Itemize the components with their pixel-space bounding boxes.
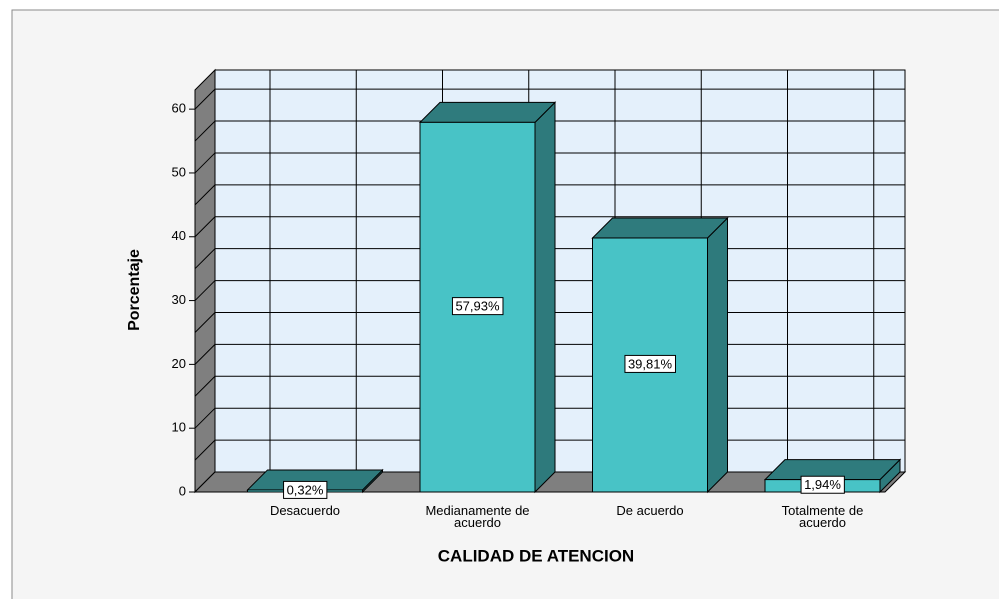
x-tick-label-box: Totalmente de acuerdo	[781, 505, 864, 530]
y-tick-label: 20	[172, 356, 186, 371]
x-tick-label-box: Medianamente de acuerdo	[425, 505, 530, 530]
grid-line-side	[194, 280, 216, 301]
value-label-box	[624, 354, 676, 373]
bar-side	[707, 216, 728, 494]
grid-line-side	[194, 88, 216, 110]
x-tick-label-box: Desacuerdo	[269, 505, 341, 518]
value-label: 57,93%	[455, 299, 500, 314]
y-tick-label: 10	[172, 420, 186, 435]
value-label: 1,94%	[804, 477, 841, 492]
grid-line-side	[194, 152, 216, 174]
value-label: 39,81%	[628, 356, 673, 371]
value-label-box	[800, 475, 845, 494]
bar-top	[418, 101, 557, 123]
x-axis-title: CALIDAD DE ATENCION	[438, 546, 634, 565]
minor-grid-line-side	[194, 120, 216, 142]
minor-grid-line-side	[194, 184, 216, 206]
value-label-box	[451, 297, 504, 316]
y-tick-label: 40	[172, 228, 186, 243]
minor-grid-line-side	[194, 439, 216, 461]
plot-area: 0 10 20 30 40 50 60 0,32% 57,93% 39,81% 1,94%	[172, 68, 907, 499]
left-wall	[194, 68, 216, 494]
y-axis-title: Porcentaje	[126, 249, 143, 331]
minor-grid-line-side	[194, 248, 216, 270]
x-tick-label: De acuerdo	[616, 505, 684, 518]
grid-line-side	[194, 344, 216, 365]
x-tick-label: Medianamente de acuerdo	[425, 505, 530, 530]
y-tick-label: 50	[172, 164, 186, 179]
y-tick-label: 30	[172, 292, 186, 307]
y-tick-label: 0	[179, 483, 186, 498]
x-tick-label: Totalmente de acuerdo	[781, 505, 864, 530]
value-label: 0,32%	[287, 482, 324, 497]
y-tick-label: 60	[172, 101, 186, 116]
grid-line-side	[194, 407, 216, 429]
x-tick-label: Desacuerdo	[269, 505, 341, 518]
minor-grid-line-side	[194, 375, 216, 397]
minor-grid-line-side	[194, 312, 216, 333]
bar-side	[534, 101, 556, 494]
back-wall	[214, 69, 906, 473]
x-tick-label-box: De acuerdo	[616, 505, 684, 518]
bar-top	[591, 217, 729, 239]
grid-line-side	[194, 216, 216, 238]
value-label-box	[283, 480, 328, 499]
